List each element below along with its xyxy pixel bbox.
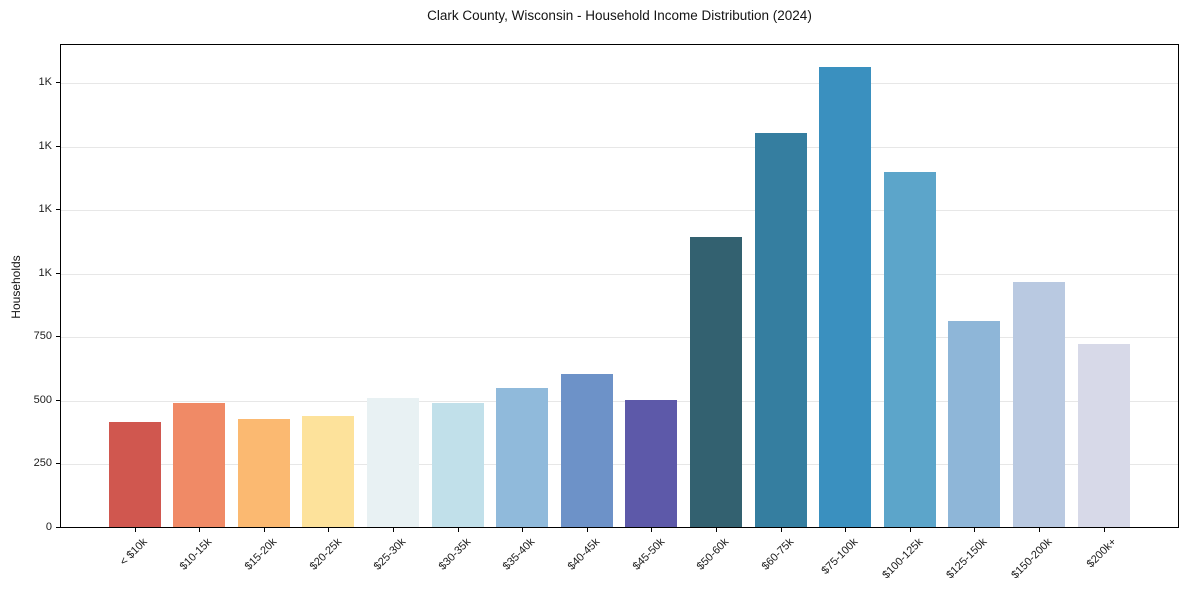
bar-$30-35k	[431, 402, 484, 527]
gridline-y-1750	[61, 83, 1178, 85]
y-tick-mark-5	[56, 209, 60, 211]
plot-area	[60, 44, 1179, 528]
bar-$25-30k	[366, 397, 419, 527]
gridline-y-250	[61, 464, 1178, 466]
x-tick-mark-4	[392, 528, 394, 532]
bar-$150-200k	[1012, 281, 1065, 527]
y-tick-mark-6	[56, 145, 60, 147]
chart-title: Clark County, Wisconsin - Household Inco…	[427, 8, 812, 23]
gridline-y-1000	[61, 273, 1178, 275]
x-tick-mark-5	[457, 528, 459, 532]
bar-$10-15k	[173, 402, 226, 527]
x-tick-label-8: $45-50k	[630, 536, 667, 573]
x-tick-mark-6	[522, 528, 524, 532]
x-tick-mark-2	[263, 528, 265, 532]
y-tick-label-3: 750	[33, 330, 52, 343]
y-tick-mark-0	[56, 527, 60, 528]
bar-$15-20k	[237, 419, 290, 527]
x-tick-mark-3	[328, 528, 330, 532]
y-tick-label-5: 1K	[38, 203, 52, 216]
bar-$20-25k	[302, 415, 355, 527]
bar-$75-100k	[819, 67, 872, 527]
x-tick-label-2: $15-20k	[242, 536, 280, 573]
y-tick-mark-1	[56, 463, 60, 465]
x-tick-mark-9	[715, 528, 717, 532]
y-tick-mark-2	[56, 399, 60, 401]
x-tick-label-6: $35-40k	[500, 536, 538, 573]
gridline-y-1500	[61, 146, 1178, 148]
bar-$35-40k	[496, 387, 549, 527]
y-tick-mark-4	[56, 272, 60, 274]
y-tick-label-6: 1K	[38, 139, 52, 152]
x-tick-label-1: $10-15k	[177, 536, 215, 573]
x-tick-mark-12	[909, 528, 911, 532]
y-tick-label-0: 0	[45, 521, 52, 533]
x-tick-mark-8	[651, 528, 653, 532]
x-tick-label-15: $200k+	[1084, 536, 1119, 571]
x-tick-mark-14	[1038, 528, 1040, 532]
y-tick-label-7: 1K	[38, 76, 52, 89]
y-tick-label-2: 500	[33, 393, 52, 406]
bar-< $10k	[108, 421, 161, 527]
x-tick-label-9: $50-60k	[694, 536, 732, 573]
bar-$125-150k	[948, 321, 1001, 527]
x-tick-label-12: $100-125k	[879, 536, 926, 582]
gridline-y-1250	[61, 210, 1178, 212]
y-tick-label-1: 250	[33, 457, 52, 470]
x-tick-mark-7	[586, 528, 588, 532]
x-tick-mark-10	[780, 528, 782, 532]
x-tick-label-4: $25-30k	[371, 536, 409, 573]
y-axis-label: Households	[9, 255, 23, 319]
x-tick-label-3: $20-25k	[307, 536, 344, 573]
x-tick-label-14: $150-200k	[1009, 536, 1055, 582]
bar-$200k+	[1077, 343, 1130, 527]
x-tick-label-11: $75-100k	[819, 536, 861, 577]
gridline-y-500	[61, 400, 1178, 402]
y-tick-mark-3	[56, 336, 60, 338]
x-tick-label-5: $30-35k	[436, 536, 473, 573]
y-tick-label-4: 1K	[38, 266, 52, 279]
x-tick-label-13: $125-150k	[944, 536, 990, 582]
gridline-y-750	[61, 337, 1178, 339]
x-tick-mark-15	[1103, 528, 1105, 532]
x-tick-label-10: $60-75k	[759, 536, 796, 573]
bar-$45-50k	[625, 400, 678, 527]
bar-$40-45k	[560, 373, 613, 527]
x-tick-mark-13	[974, 528, 976, 532]
x-tick-mark-0	[134, 528, 136, 532]
x-tick-mark-11	[845, 528, 847, 532]
bar-$100-125k	[883, 172, 936, 527]
x-tick-label-7: $40-45k	[565, 536, 603, 573]
y-tick-mark-7	[56, 82, 60, 84]
bar-$50-60k	[689, 237, 742, 527]
x-tick-mark-1	[199, 528, 201, 532]
x-tick-label-0: < $10k	[117, 536, 150, 569]
bar-$60-75k	[754, 133, 807, 527]
